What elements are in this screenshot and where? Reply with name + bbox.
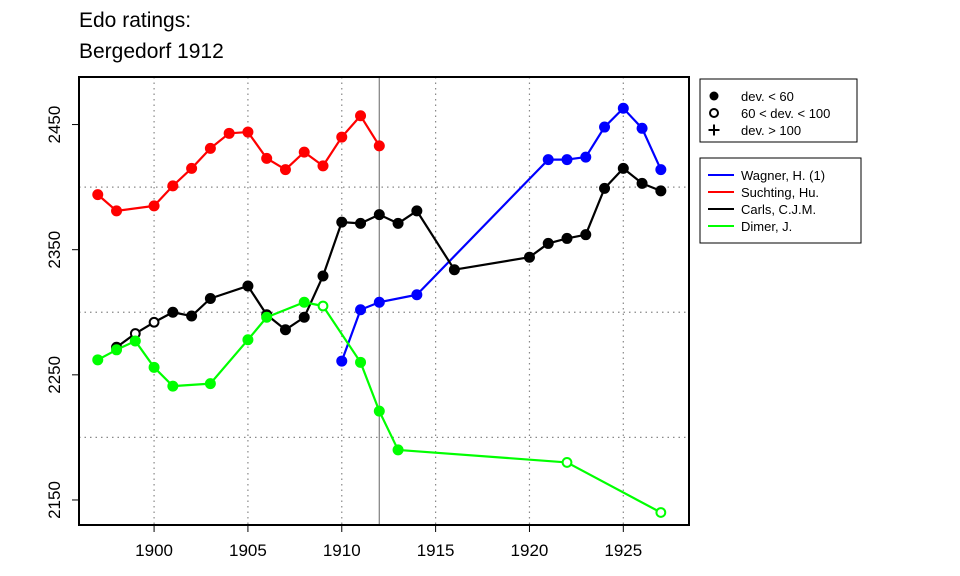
marker-legend [699,78,858,143]
data-point [636,122,648,134]
data-point [261,152,273,164]
data-point [167,180,179,192]
data-point [355,217,367,229]
x-tick-label: 1905 [229,541,267,560]
marker-legend-label: 60 < dev. < 100 [741,106,830,121]
x-tick-label: 1920 [511,541,549,560]
x-tick-label: 1910 [323,541,361,560]
chart-title: Edo ratings: [79,9,192,32]
data-point [336,355,348,367]
data-point [373,140,385,152]
data-point [129,335,141,347]
data-point [523,251,535,263]
series-line [115,167,662,349]
data-point [223,127,235,139]
data-point [279,164,291,176]
data-point [279,324,291,336]
data-point [242,126,254,138]
data-point [167,306,179,318]
data-point [655,507,667,518]
y-tick-label: 2450 [45,106,64,144]
data-point [655,185,667,197]
data-point [580,229,592,241]
series-legend-label: Dimer, J. [741,219,792,234]
data-point [317,300,329,312]
series-legend [699,157,862,244]
series-line [97,114,381,212]
data-point [204,378,216,390]
data-point [111,344,123,356]
data-point [580,151,592,163]
data-point [92,189,104,201]
data-point [373,209,385,221]
data-point [542,237,554,249]
data-point [373,296,385,308]
data-point [392,444,404,456]
marker-legend-label: dev. > 100 [741,123,801,138]
data-point [186,310,198,322]
x-tick-label: 1925 [604,541,642,560]
legend-open-circle-icon [709,108,719,118]
data-point [148,316,160,328]
data-point [298,296,310,308]
marker-legend-label: dev. < 60 [741,89,794,104]
data-point [373,405,385,417]
data-point [261,311,273,323]
data-point [111,205,123,217]
data-point [561,457,573,468]
data-point [355,356,367,368]
data-point [148,361,160,373]
data-point [392,217,404,229]
series-legend-label: Wagner, H. (1) [741,168,825,183]
data-point [561,232,573,244]
data-point [617,102,629,114]
data-point [448,264,460,276]
data-point [336,216,348,228]
data-point [148,200,160,212]
data-point [599,121,611,133]
chart-subtitle: Bergedorf 1912 [79,40,224,63]
series-line [340,107,662,362]
data-point [298,311,310,323]
data-point [204,142,216,154]
data-point [92,354,104,366]
data-point [355,110,367,122]
data-point [298,146,310,158]
series-legend-label: Carls, C.J.M. [741,202,816,217]
x-tick-label: 1915 [417,541,455,560]
data-point [355,304,367,316]
data-point [411,289,423,301]
x-tick-label: 1900 [135,541,173,560]
legend-plus-icon [708,124,720,136]
data-point [617,162,629,174]
data-point [411,205,423,217]
data-point [167,380,179,392]
data-point [317,270,329,282]
data-point [636,177,648,189]
data-point [317,160,329,172]
data-point [204,292,216,304]
y-tick-label: 2350 [45,231,64,269]
data-point [655,164,667,176]
y-tick-label: 2250 [45,356,64,394]
data-point [561,154,573,166]
data-point [186,162,198,174]
data-point [336,131,348,143]
series-legend-label: Suchting, Hu. [741,185,819,200]
y-tick-label: 2150 [45,481,64,519]
data-point [242,334,254,346]
data-point [599,182,611,194]
data-point [242,280,254,292]
data-point [542,154,554,166]
legend-filled-circle-icon [709,91,719,101]
